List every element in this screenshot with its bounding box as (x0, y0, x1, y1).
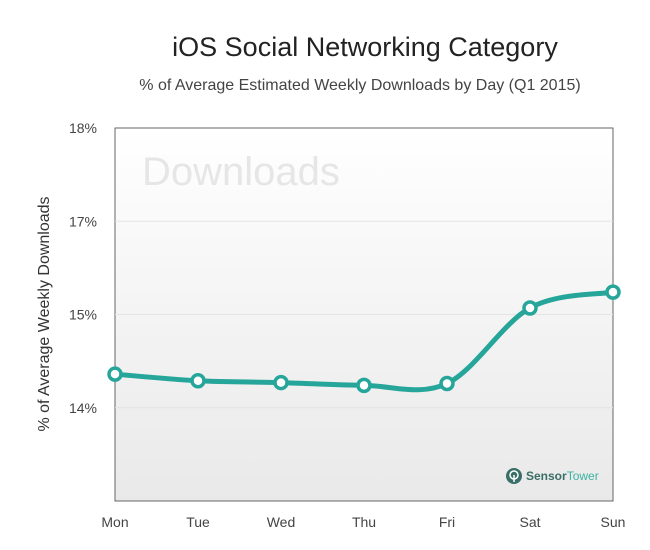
data-point (605, 284, 621, 300)
y-axis-title: % of Average Weekly Downloads (36, 196, 53, 431)
x-tick-label: Sat (519, 514, 540, 530)
data-point (190, 372, 206, 389)
x-tick-label: Tue (186, 514, 210, 530)
y-tick-label: 15% (69, 307, 97, 323)
x-tick-label: Wed (267, 514, 296, 530)
x-tick-label: Thu (352, 514, 376, 530)
data-point (439, 375, 455, 392)
chart-title: iOS Social Networking Category (172, 32, 558, 62)
x-tick-label: Mon (101, 514, 128, 530)
sensortower-logo: SensorTower (506, 468, 599, 484)
y-axis-ticks: 14% 15% 17% 18% (69, 120, 97, 416)
data-markers (107, 284, 621, 394)
y-tick-label: 14% (69, 400, 97, 416)
x-axis-ticks: Mon Tue Wed Thu Fri Sat Sun (101, 514, 625, 530)
watermark-text: Downloads (142, 150, 340, 194)
data-point (107, 366, 123, 382)
data-point (273, 374, 289, 391)
sensortower-logo-text: SensorTower (526, 469, 599, 483)
data-point (356, 377, 372, 394)
chart-subtitle: % of Average Estimated Weekly Downloads … (139, 77, 581, 94)
x-tick-label: Fri (439, 514, 455, 530)
x-tick-label: Sun (601, 514, 626, 530)
data-point (522, 300, 538, 316)
y-tick-label: 17% (69, 213, 97, 229)
y-tick-label: 18% (69, 120, 97, 136)
